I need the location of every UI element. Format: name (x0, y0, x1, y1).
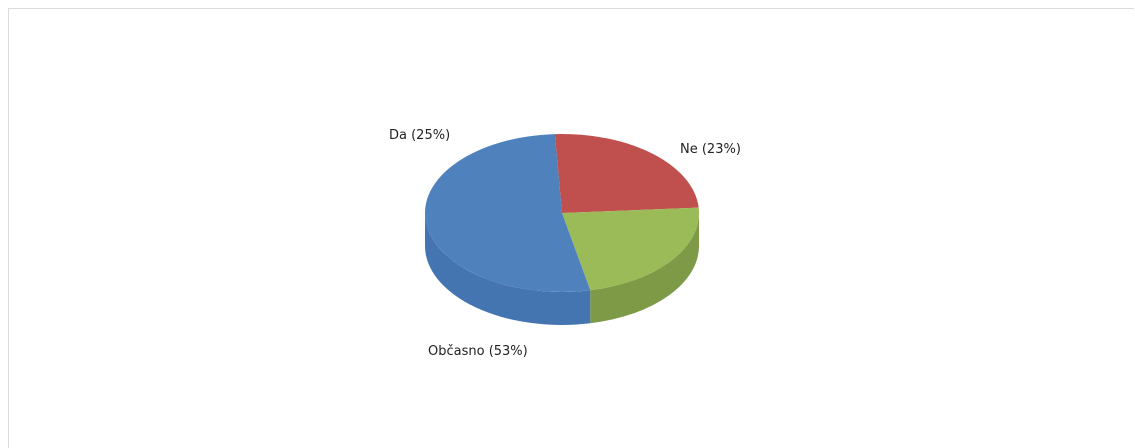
slice-da (554, 134, 699, 213)
pie-tops (425, 134, 699, 292)
slice-obcasno (425, 134, 591, 292)
slice-label-obcasno: Občasno (53%) (428, 344, 528, 359)
slice-label-da: Da (25%) (389, 128, 450, 143)
slice-side-ne (590, 213, 699, 324)
slice-side-obcasno (425, 213, 591, 325)
pie-sides (425, 213, 699, 325)
slice-label-ne: Ne (23%) (680, 142, 741, 157)
slice-ne (562, 207, 699, 291)
